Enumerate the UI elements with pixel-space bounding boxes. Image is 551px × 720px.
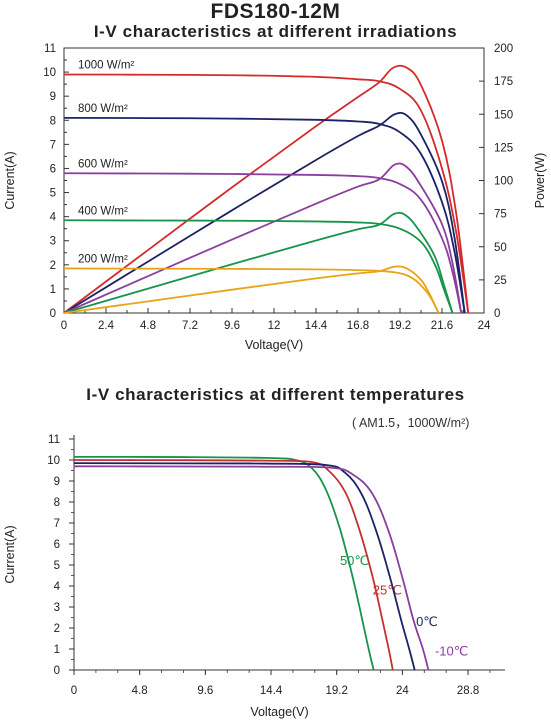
x-tick-label: 28.8 [457, 685, 479, 697]
y-tick-label: 3 [50, 236, 56, 248]
y-tick-label: 7 [54, 518, 60, 530]
y-tick-label: 11 [48, 434, 60, 446]
y2-tick-label: 200 [494, 43, 513, 55]
y-tick-label: 2 [54, 623, 60, 635]
x-tick-label: 0 [71, 685, 77, 697]
chart-title-irradiation: I-V characteristics at different irradia… [93, 22, 458, 41]
y2-tick-label: 100 [494, 176, 513, 188]
y-tick-label: 5 [54, 560, 60, 572]
x-axis-label: Voltage(V) [245, 338, 303, 352]
power-curve-1 [63, 111, 466, 314]
y-tick-label: 0 [50, 308, 56, 320]
y-tick-label: 9 [54, 476, 60, 488]
x-tick-label: 7.2 [182, 320, 198, 332]
current-curve-1 [63, 116, 466, 314]
temp-curve-1 [73, 459, 394, 671]
y-tick-label: 11 [44, 43, 56, 55]
y-tick-label: 7 [50, 139, 56, 151]
y-tick-label: 3 [54, 602, 60, 614]
temp-curve-3 [73, 465, 430, 671]
chart-subtitle-conditions: ( AM1.5，1000W/m²) [352, 416, 470, 430]
chart-title-temperature: I-V characteristics at different tempera… [86, 385, 465, 404]
y2-tick-label: 0 [494, 308, 500, 320]
y-tick-label: 9 [50, 91, 56, 103]
y2-tick-label: 175 [494, 76, 513, 88]
temp-label-2: 0℃ [416, 614, 438, 629]
x-tick-label: 2.4 [98, 320, 115, 332]
y2-tick-label: 75 [494, 209, 507, 221]
y-tick-label: 1 [50, 284, 56, 296]
y2-tick-label: 150 [494, 109, 513, 121]
series-label-3: 400 W/m² [78, 205, 128, 217]
y-tick-label: 8 [54, 497, 60, 509]
y-tick-label: 8 [50, 115, 56, 127]
y2-tick-label: 125 [494, 142, 513, 154]
y-tick-label: 6 [50, 163, 56, 175]
y-tick-label: 2 [50, 260, 56, 272]
x-tick-label: 21.6 [431, 320, 453, 332]
x-tick-label: 0 [61, 320, 67, 332]
y-tick-label: 1 [54, 644, 60, 656]
temp-curve-0 [73, 455, 375, 671]
power-curve-0 [63, 64, 470, 314]
y2-tick-label: 25 [494, 275, 507, 287]
power-curve-4 [63, 265, 440, 314]
series-label-0: 1000 W/m² [78, 60, 134, 72]
y-tick-label: 5 [50, 188, 56, 200]
current-curve-4 [63, 267, 440, 314]
x-tick-label: 16.8 [347, 320, 369, 332]
y-axis-label: Current(A) [3, 525, 17, 583]
x-tick-label: 4.8 [140, 320, 156, 332]
temp-label-3: -10℃ [435, 643, 468, 658]
x-tick-label: 12 [268, 320, 281, 332]
x-axis-label: Voltage(V) [250, 705, 308, 719]
temp-label-0: 50℃ [340, 553, 369, 568]
y-tick-label: 10 [43, 67, 56, 79]
page-title: FDS180-12M [210, 0, 341, 23]
temp-curve-2 [73, 462, 416, 671]
x-tick-label: 9.6 [224, 320, 240, 332]
current-curve-3 [63, 219, 454, 314]
y-tick-label: 4 [50, 212, 57, 224]
series-label-4: 200 W/m² [78, 253, 128, 265]
y2-axis-label: Power(W) [533, 153, 547, 209]
irradiation-chart: 0 2.4 4.8 7.2 9.6 12 14.4 16.8 19.2 21.6 240123456… [3, 43, 547, 352]
series-label-1: 800 W/m² [78, 103, 128, 115]
x-tick-label: 24 [396, 685, 409, 697]
x-tick-label: 24 [478, 320, 491, 332]
x-tick-label: 19.2 [326, 685, 348, 697]
x-tick-label: 14.4 [305, 320, 328, 332]
y-tick-label: 6 [54, 539, 60, 551]
x-tick-label: 19.2 [389, 320, 411, 332]
series-label-2: 600 W/m² [78, 158, 128, 170]
x-tick-label: 4.8 [132, 685, 148, 697]
current-curve-2 [63, 172, 463, 314]
y-tick-label: 4 [54, 581, 61, 593]
y2-tick-label: 50 [494, 242, 507, 254]
y-tick-label: 10 [47, 455, 60, 467]
x-tick-label: 14.4 [260, 685, 283, 697]
current-curve-0 [63, 73, 470, 314]
x-tick-label: 9.6 [197, 685, 213, 697]
y-tick-label: 0 [54, 665, 60, 677]
temp-label-1: 25℃ [373, 582, 402, 597]
y-axis-label: Current(A) [3, 151, 17, 209]
